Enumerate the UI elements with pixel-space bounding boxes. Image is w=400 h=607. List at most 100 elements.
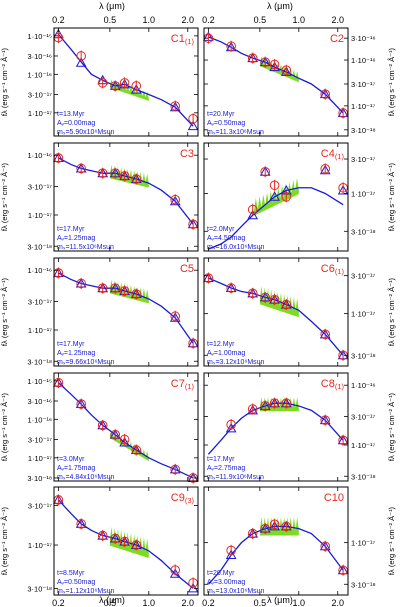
- y-axis-title: fλ (erg s⁻¹ cm⁻² Å⁻¹): [0, 162, 9, 231]
- x-tick-label: 1.0: [143, 598, 156, 607]
- y-tick-label: 3·10⁻¹⁷: [351, 80, 375, 89]
- panel-c1: 0.2 0.5 1.0 2.0 1·10⁻¹⁵ 3·10⁻¹⁶ 1·10⁻¹⁶ 3·10⁻¹⁷…: [0, 15, 199, 137]
- y-tick-label: 3·10⁻¹⁸: [351, 472, 376, 481]
- cluster-label: C6(1): [321, 263, 345, 276]
- spectrum-band: [259, 516, 299, 536]
- fit-parameter: t=2.0Myr: [207, 226, 235, 233]
- panel-grid: 0.2 0.5 1.0 2.0 1·10⁻¹⁵ 3·10⁻¹⁶ 1·10⁻¹⁶ 3·10⁻¹⁷…: [0, 15, 396, 607]
- y-tick-label: 3·10⁻¹⁸: [351, 126, 376, 135]
- y-tick-label: 3·10⁻¹⁷: [28, 501, 52, 510]
- spectrum-band: [109, 526, 149, 559]
- y-axis-title: fλ (erg s⁻¹ cm⁻² Å⁻¹): [387, 392, 396, 461]
- panel-c2: 0.2 0.5 1.0 2.0 3·10⁻¹⁶ 1·10⁻¹⁶ 3·10⁻¹⁷ 1·10⁻¹⁷…: [202, 15, 396, 137]
- fit-parameter: Aᵥ=1.75mag: [57, 465, 95, 472]
- y-axis-title: fλ (erg s⁻¹ cm⁻² Å⁻¹): [387, 162, 396, 231]
- y-tick-label: 1·10⁻¹⁷: [351, 539, 375, 548]
- fit-parameter: Aᵥ=3.00mag: [207, 579, 245, 586]
- x-tick-label: 2.0: [331, 598, 344, 607]
- x-tick-label: 0.2: [202, 598, 215, 607]
- panel-frame: [53, 142, 199, 252]
- synthetic-photometry-point: [130, 84, 142, 94]
- y-axis-title: fλ (erg s⁻¹ cm⁻² Å⁻¹): [387, 277, 396, 346]
- y-tick-label: 1·10⁻¹⁶: [27, 415, 52, 424]
- cluster-label: C8(1): [321, 378, 345, 391]
- y-tick-label: 1·10⁻¹⁷: [351, 310, 375, 319]
- x-tick-label: 0.5: [254, 15, 267, 25]
- synthetic-photometry-point: [269, 61, 280, 72]
- y-tick-label: 3·10⁻¹⁷: [28, 435, 52, 444]
- fit-parameter: mₛ=11.9x10⁶Msun: [207, 474, 264, 481]
- x-tick-label: 0.2: [202, 15, 215, 25]
- cluster-label: C4(1): [321, 148, 345, 161]
- x-tick-label: 0.2: [52, 15, 65, 25]
- cluster-label: C1(1): [171, 33, 195, 46]
- cluster-label: C3: [180, 148, 194, 160]
- y-tick-label: 1·10⁻¹⁷: [28, 211, 52, 220]
- fit-parameter: t=17.Myr: [57, 226, 85, 233]
- cluster-label-suffix: (1): [335, 152, 345, 161]
- cluster-label-suffix: (3): [185, 496, 195, 505]
- cluster-label-suffix: (1): [185, 382, 195, 391]
- model-sed-line: [207, 525, 344, 585]
- y-tick-label: 3·10⁻¹⁶: [27, 52, 52, 61]
- y-tick-label: 1·10⁻¹⁵: [27, 32, 52, 41]
- fit-parameter: mₛ=5.90x10⁶Msun: [57, 129, 115, 136]
- panel-frame: [53, 486, 199, 596]
- x-tick-label: 2.0: [181, 15, 194, 25]
- fit-parameter: Aᵥ=2.75mag: [207, 465, 245, 472]
- y-tick-label: 1·10⁻¹⁷: [351, 189, 375, 198]
- top-x-axis-title-right: λ (μm): [267, 1, 293, 11]
- panel-c7: 1·10⁻¹⁵ 3·10⁻¹⁶ 1·10⁻¹⁶ 3·10⁻¹⁷ 1·10⁻¹⁷ 3·10⁻…: [0, 372, 199, 484]
- cluster-label: C7(1): [171, 378, 195, 391]
- fit-parameter: t=3.0Myr: [57, 456, 85, 463]
- y-tick-label: 3·10⁻¹⁷: [351, 272, 375, 281]
- synthetic-photometry-point: [119, 436, 130, 447]
- y-tick-label: 3·10⁻¹⁸: [27, 357, 52, 366]
- fit-parameter: Aᵥ=1.25mag: [57, 235, 95, 242]
- fit-parameter: Aᵥ=4.50mag: [207, 235, 245, 242]
- fit-parameter: mₛ=1.12x10⁶Msun: [57, 588, 115, 595]
- y-tick-label: 3·10⁻¹⁷: [351, 155, 375, 164]
- y-axis-title: fλ (erg s⁻¹ cm⁻² Å⁻¹): [0, 506, 9, 575]
- panel-c4: 3·10⁻¹⁷ 1·10⁻¹⁷ 3·10⁻¹⁸ fλ (erg s⁻¹ cm⁻² Å⁻…: [203, 142, 396, 252]
- y-axis-title: fλ (erg s⁻¹ cm⁻² Å⁻¹): [0, 277, 9, 346]
- y-tick-label: 1·10⁻¹⁶: [351, 56, 376, 65]
- x-tick-label: 1.0: [293, 15, 306, 25]
- spectrum-band: [259, 286, 299, 318]
- y-tick-label: 3·10⁻¹⁶: [351, 34, 376, 43]
- fit-parameter: t=20.Myr: [207, 570, 235, 577]
- synthetic-photometry-point: [269, 520, 280, 531]
- cluster-label: C2: [330, 33, 344, 45]
- panel-frame: [53, 27, 199, 137]
- panel-frame: [203, 142, 349, 252]
- x-tick-label: 1.0: [293, 598, 306, 607]
- fit-parameter: Aᵥ=0.50mag: [207, 120, 245, 127]
- y-tick-label: 1·10⁻¹⁶: [27, 151, 52, 160]
- cluster-label: C9(3): [171, 492, 195, 505]
- fit-parameter: t=17.Myr: [57, 341, 85, 348]
- panel-frame: [203, 372, 349, 482]
- y-tick-label: 3·10⁻¹⁷: [28, 182, 52, 191]
- synthetic-photometry-point: [337, 184, 349, 195]
- y-tick-label: 1·10⁻¹⁷: [351, 441, 375, 450]
- panel-frame: [203, 27, 349, 137]
- fit-parameter: t=17.Myr: [207, 456, 235, 463]
- y-tick-label: 3·10⁻¹⁷: [28, 90, 52, 99]
- panel-frame: [53, 372, 199, 482]
- y-tick-label: 1·10⁻¹⁶: [351, 381, 376, 390]
- y-tick-label: 1·10⁻¹⁷: [28, 109, 52, 118]
- y-tick-label: 3·10⁻¹⁸: [351, 227, 376, 236]
- x-tick-label: 2.0: [181, 598, 194, 607]
- panel-c9: 0.2 0.5 1.0 2.0 3·10⁻¹⁷ 1·10⁻¹⁷ 3·10⁻¹⁸ fλ (erg…: [0, 486, 199, 607]
- y-tick-label: 1·10⁻¹⁷: [28, 454, 52, 463]
- y-axis-title: fλ (erg s⁻¹ cm⁻² Å⁻¹): [0, 47, 9, 116]
- synthetic-photometry-point: [75, 57, 87, 67]
- fit-parameter: mₛ=9.66x10⁶Msun: [57, 359, 115, 366]
- fit-parameter: mₛ=3.12x10⁶Msun: [207, 359, 265, 366]
- synthetic-photometry-point: [187, 120, 199, 131]
- fit-parameter: mₛ=16.0x10⁶Msun: [207, 244, 265, 251]
- y-tick-label: 3·10⁻¹⁷: [28, 297, 52, 306]
- y-tick-label: 1·10⁻¹⁷: [28, 541, 52, 550]
- y-tick-label: 1·10⁻¹⁵: [27, 377, 52, 386]
